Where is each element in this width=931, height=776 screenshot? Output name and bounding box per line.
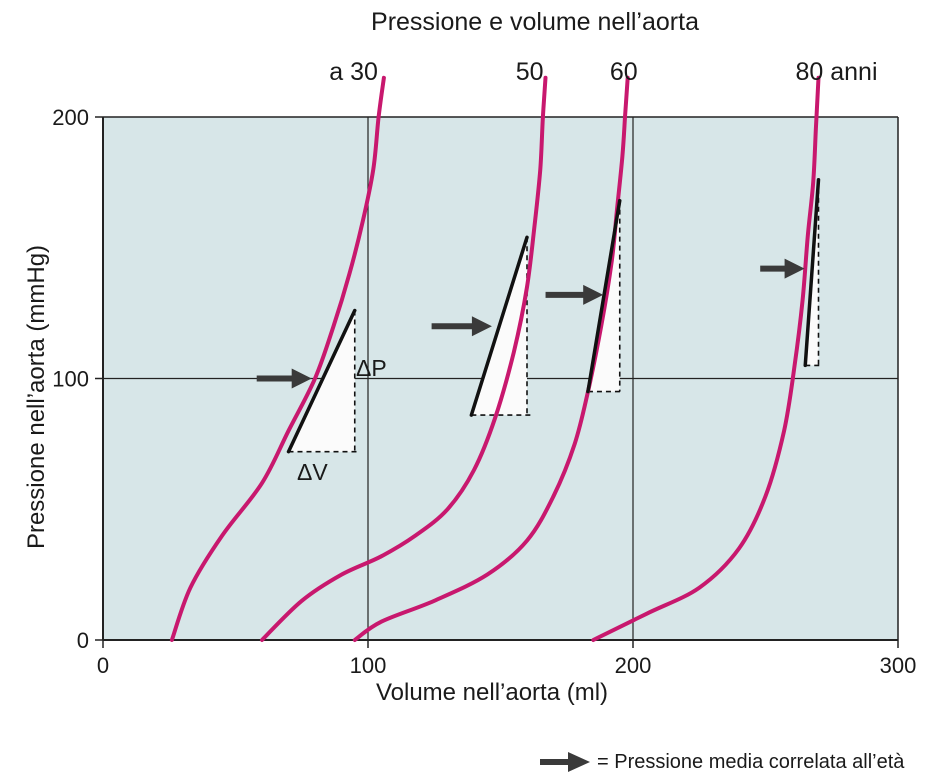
axes: 0 100 200 300 0 100 200	[52, 105, 916, 678]
slope-segment-80-anni	[803, 178, 821, 368]
y-tick-label-100: 100	[52, 367, 89, 392]
mean-pressure-arrow-60	[545, 284, 604, 305]
series-label-50: 50	[516, 58, 544, 86]
slope-segments	[286, 178, 821, 454]
series-label-60: 60	[610, 58, 638, 86]
curve-60	[352, 75, 630, 642]
mean-pressure-arrow-80-anni	[760, 258, 805, 279]
delta-p-annotation: ΔP	[356, 355, 387, 381]
x-tick-label-0: 0	[97, 653, 109, 678]
arrow-head	[583, 284, 604, 305]
legend-arrow-icon	[540, 752, 590, 772]
y-tick-label-200: 200	[52, 105, 89, 130]
series-label-a-30: a 30	[329, 58, 378, 86]
curve-50	[260, 75, 548, 642]
x-axis-label: Volume nell’aorta (ml)	[376, 679, 608, 706]
arrow-head	[291, 368, 312, 389]
slope-segment-60	[586, 198, 622, 394]
curve-80-anni	[591, 75, 821, 642]
labels: Pressione e volume nell’aorta Volume nel…	[23, 8, 905, 773]
slope-segment-a-30	[286, 308, 357, 454]
x-tick-label-200: 200	[615, 653, 652, 678]
mean-pressure-arrows	[256, 258, 805, 389]
series-label-80-anni: 80 anni	[795, 58, 877, 86]
mean-pressure-arrow-a-30	[256, 368, 312, 389]
y-tick-label-0: 0	[77, 628, 89, 653]
y-axis-label: Pressione nell’aorta (mmHg)	[23, 245, 50, 549]
delta-v-annotation: ΔV	[297, 459, 328, 485]
x-tick-label-100: 100	[350, 653, 387, 678]
slope-segment-50	[469, 235, 529, 417]
arrow-head	[784, 258, 805, 279]
arrow-head	[471, 316, 492, 337]
chart-title: Pressione e volume nell’aorta	[371, 8, 699, 36]
x-tick-label-300: 300	[880, 653, 917, 678]
curve-a-30	[169, 75, 386, 642]
mean-pressure-arrow-50	[431, 316, 492, 337]
legend-text: = Pressione media correlata all’età	[597, 751, 905, 773]
curves: a 30 50 60 80 anni	[169, 58, 878, 642]
